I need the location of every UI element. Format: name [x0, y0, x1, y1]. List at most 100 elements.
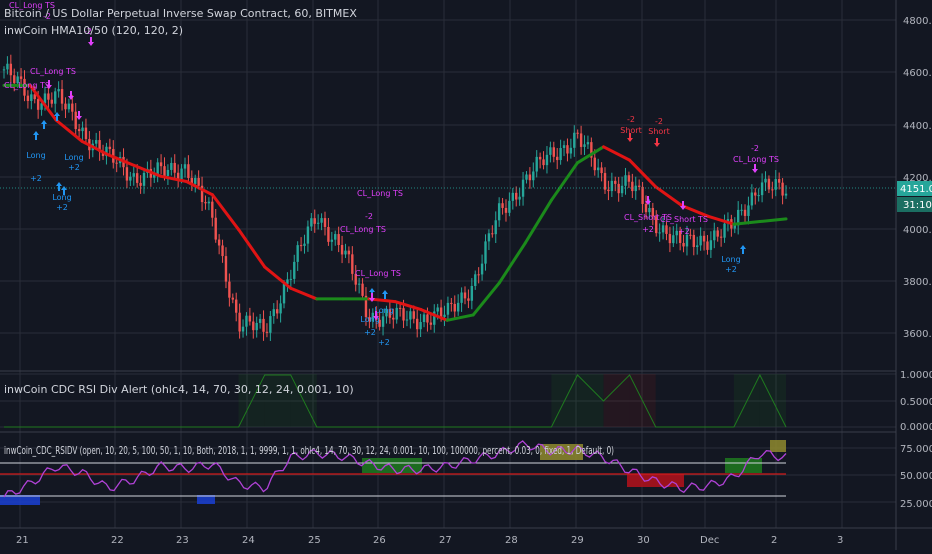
- ma-segment: [628, 158, 658, 189]
- ma-segment: [393, 300, 423, 312]
- candle-body: [460, 292, 463, 303]
- time-axis[interactable]: 21 22 23 24 25 26 27 28 29 30 Dec 2 3: [16, 535, 843, 546]
- candle-body: [334, 234, 337, 240]
- candle-body: [71, 103, 74, 112]
- candle-body: [217, 239, 221, 246]
- signal-label: CL_Long TS: [355, 269, 401, 278]
- signal-label: -2: [365, 212, 373, 221]
- signal-arrow: [382, 290, 388, 299]
- hma-indicator-label[interactable]: inwCoin HMA10/50 (120, 120, 2): [4, 24, 183, 37]
- signal-label: +2: [642, 225, 654, 234]
- candle-body: [699, 235, 702, 246]
- ma-segment: [523, 198, 553, 245]
- candle-body: [689, 234, 692, 236]
- rsi-axis[interactable]: 75.0000 50.0000 25.0000: [900, 444, 932, 510]
- candle-body: [559, 148, 562, 161]
- candle-body: [508, 200, 511, 213]
- ma-segment: [158, 174, 188, 183]
- candle-body: [709, 240, 713, 250]
- candle-body: [347, 250, 351, 255]
- candle-body: [241, 326, 245, 332]
- candle-body: [313, 218, 316, 224]
- candle-body: [504, 207, 508, 213]
- rsi-tick-label: 75.0000: [900, 444, 932, 455]
- candle-body: [409, 311, 412, 320]
- candle-body: [528, 174, 532, 181]
- candle-body: [252, 321, 255, 331]
- candle-body: [159, 162, 163, 167]
- candle-body: [398, 307, 402, 309]
- candle-body: [682, 242, 685, 247]
- candle-body: [275, 309, 279, 314]
- alert-zone: [264, 374, 291, 427]
- price-tick-label: 4600.0: [903, 68, 932, 79]
- rsi-zones: [0, 440, 787, 505]
- candle-body: [248, 315, 252, 322]
- candle-body: [299, 245, 303, 247]
- candle-body: [67, 103, 71, 110]
- candle-body: [33, 94, 36, 100]
- candle-body: [443, 314, 446, 317]
- candle-body: [624, 175, 627, 186]
- candle-body: [245, 315, 248, 327]
- candle-body: [368, 317, 371, 322]
- candle-body: [228, 281, 231, 298]
- candle-body: [678, 230, 682, 243]
- candle-body: [293, 261, 296, 279]
- candle-body: [323, 218, 327, 227]
- ma-segment: [263, 265, 293, 290]
- candle-body: [747, 205, 750, 216]
- signal-arrow: [369, 293, 375, 302]
- candle-body: [57, 89, 60, 92]
- candle-body: [344, 250, 347, 255]
- candle-body: [426, 314, 429, 323]
- candle-body: [754, 192, 757, 196]
- candle-body: [81, 127, 84, 132]
- signal-label: Short: [648, 127, 669, 136]
- candle-body: [467, 298, 470, 301]
- price-tick-label: 4000.0: [903, 225, 932, 236]
- candle-body: [197, 177, 200, 186]
- ma-segment: [602, 145, 632, 162]
- signal-arrow: [46, 80, 52, 89]
- candle-body: [545, 154, 549, 166]
- signal-label: Long: [52, 193, 71, 202]
- candle-body: [655, 216, 658, 234]
- candle-body: [340, 245, 344, 255]
- candle-body: [556, 156, 559, 161]
- candle-body: [6, 63, 9, 70]
- candle-body: [665, 225, 668, 234]
- ma-segment: [237, 228, 267, 269]
- signal-arrow: [68, 91, 74, 100]
- rsi-zone: [770, 440, 786, 452]
- candle-body: [412, 311, 415, 319]
- alert-axis[interactable]: 1.0000 0.5000 0.0000: [900, 370, 932, 433]
- candle-body: [453, 303, 456, 312]
- rsi-zone: [725, 458, 762, 473]
- candle-body: [30, 94, 33, 101]
- candle-body: [474, 274, 477, 286]
- rsi-zone: [0, 495, 40, 505]
- candle-body: [132, 173, 135, 177]
- price-axis[interactable]: 4800.0 4600.0 4400.0 4200.0 4000.0 3800.…: [903, 16, 932, 340]
- symbol-title[interactable]: Bitcoin / US Dollar Perpetual Inverse Sw…: [4, 7, 357, 20]
- bar-countdown: 31:10: [903, 200, 932, 211]
- candle-body: [303, 243, 306, 246]
- candle-body: [231, 297, 234, 300]
- signal-label: +2: [56, 203, 68, 212]
- candle-body: [310, 218, 313, 227]
- candle-body: [579, 133, 583, 147]
- candle-body: [98, 140, 101, 152]
- candle-body: [494, 220, 497, 235]
- ma-segment: [706, 214, 736, 226]
- time-tick-label: 2: [771, 535, 777, 546]
- candle-body: [43, 93, 47, 104]
- candle-body: [125, 167, 129, 181]
- alert-indicator-label[interactable]: inwCoin CDC RSI Div Alert (ohlc4, 14, 70…: [4, 383, 354, 396]
- candle-body: [211, 201, 214, 218]
- candle-body: [173, 162, 176, 173]
- candle-body: [351, 254, 354, 274]
- rsi-indicator-label[interactable]: inwCoin_CDC_RSIDV (open, 10, 20, 5, 100,…: [4, 445, 614, 457]
